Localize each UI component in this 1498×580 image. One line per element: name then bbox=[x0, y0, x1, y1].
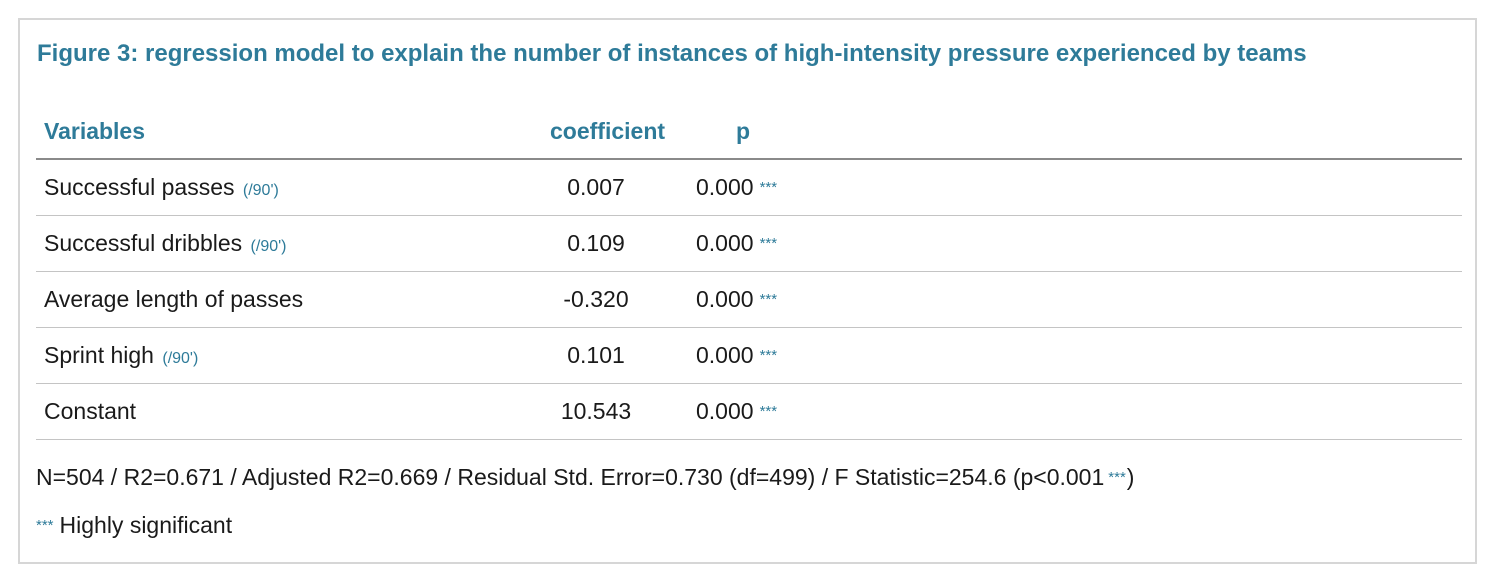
p-cell: 0.000 *** bbox=[696, 398, 777, 425]
variable-cell: Constant bbox=[44, 398, 136, 425]
statistics-close: ) bbox=[1126, 464, 1135, 490]
significance-stars: *** bbox=[759, 179, 778, 196]
p-cell: 0.000 *** bbox=[696, 174, 777, 201]
significance-stars: *** bbox=[1108, 469, 1126, 486]
variable-unit: (/90') bbox=[162, 350, 199, 367]
p-value: 0.000 bbox=[696, 286, 754, 312]
coefficient-cell: 0.101 bbox=[567, 342, 625, 368]
header-coefficient: coefficient bbox=[550, 118, 666, 144]
coefficient-cell: 10.543 bbox=[560, 398, 632, 424]
variable-cell: Sprint high (/90') bbox=[44, 342, 198, 369]
significance-stars: *** bbox=[759, 403, 778, 420]
p-value: 0.000 bbox=[696, 398, 754, 424]
p-value: 0.000 bbox=[696, 342, 754, 368]
p-value: 0.000 bbox=[696, 230, 754, 256]
p-cell: 0.000 *** bbox=[696, 342, 777, 369]
figure-title: Figure 3: regression model to explain th… bbox=[37, 40, 1307, 67]
coefficient-cell: 0.109 bbox=[567, 230, 625, 256]
p-cell: 0.000 *** bbox=[696, 230, 777, 257]
variable-name: Sprint high bbox=[44, 342, 154, 368]
variable-unit: (/90') bbox=[242, 182, 279, 199]
table-row: Sprint high (/90') 0.101 0.000 *** bbox=[36, 328, 1462, 384]
variable-unit: (/90') bbox=[250, 238, 287, 255]
table-row: Successful dribbles (/90') 0.109 0.000 **… bbox=[36, 216, 1462, 272]
regression-table: Variables coefficient p Successful passe… bbox=[36, 104, 1462, 440]
legend-stars: *** bbox=[36, 517, 54, 534]
table-row: Successful passes (/90') 0.007 0.000 *** bbox=[36, 160, 1462, 216]
table-row: Average length of passes -0.320 0.000 *** bbox=[36, 272, 1462, 328]
table-row: Constant 10.543 0.000 *** bbox=[36, 384, 1462, 440]
significance-stars: *** bbox=[759, 291, 778, 308]
variable-name: Constant bbox=[44, 398, 137, 424]
p-cell: 0.000 *** bbox=[696, 286, 777, 313]
table-header: Variables coefficient p bbox=[36, 104, 1462, 160]
coefficient-cell: 0.007 bbox=[567, 174, 625, 200]
header-variables: Variables bbox=[44, 118, 146, 144]
variable-name: Successful dribbles bbox=[44, 230, 243, 256]
variable-name: Average length of passes bbox=[44, 286, 304, 312]
p-value: 0.000 bbox=[696, 174, 754, 200]
significance-legend: *** Highly significant bbox=[36, 512, 232, 539]
legend-label: Highly significant bbox=[59, 512, 233, 538]
variable-cell: Successful passes (/90') bbox=[44, 174, 279, 201]
variable-cell: Average length of passes bbox=[44, 286, 303, 313]
model-statistics: N=504 / R2=0.671 / Adjusted R2=0.669 / R… bbox=[36, 464, 1134, 491]
significance-stars: *** bbox=[759, 347, 778, 364]
variable-name: Successful passes bbox=[44, 174, 235, 200]
significance-stars: *** bbox=[759, 235, 778, 252]
coefficient-cell: -0.320 bbox=[563, 286, 629, 312]
variable-cell: Successful dribbles (/90') bbox=[44, 230, 287, 257]
header-p: p bbox=[736, 118, 751, 144]
statistics-text: N=504 / R2=0.671 / Adjusted R2=0.669 / R… bbox=[36, 464, 1105, 490]
figure-card: Figure 3: regression model to explain th… bbox=[18, 18, 1477, 564]
